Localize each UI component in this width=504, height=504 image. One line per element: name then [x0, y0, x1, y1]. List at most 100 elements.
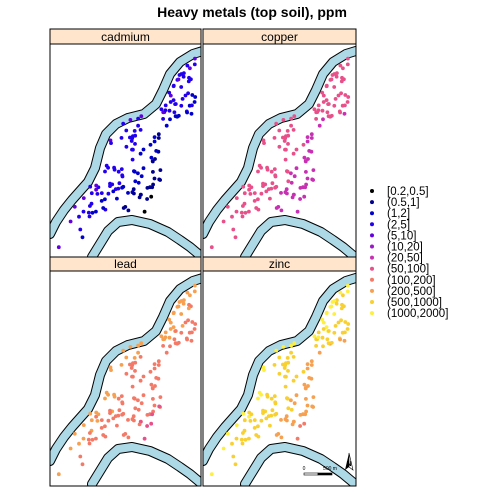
sample-point [103, 396, 107, 401]
sample-point [94, 183, 99, 188]
sample-point [121, 184, 126, 189]
scale-bar: 0 500 m [303, 466, 337, 476]
sample-point [284, 374, 288, 379]
sample-point [302, 155, 307, 160]
sample-point [88, 411, 93, 416]
sample-point [266, 414, 271, 418]
legend-key [370, 222, 374, 227]
sample-point [345, 62, 350, 67]
sample-point [168, 100, 173, 104]
sample-point [133, 360, 138, 365]
sample-points [209, 56, 351, 250]
legend-label: (10,20] [387, 242, 423, 254]
sample-point [231, 454, 236, 459]
sample-point [179, 72, 184, 76]
sample-point [156, 132, 161, 137]
sample-point [230, 214, 234, 219]
sample-point [88, 204, 92, 208]
sample-point [343, 320, 348, 324]
sample-point [183, 320, 188, 325]
sample-point [138, 151, 143, 156]
sample-point [269, 169, 274, 174]
sample-point [320, 317, 325, 322]
sample-point [81, 423, 86, 427]
sample-point [121, 348, 126, 353]
sample-point [56, 472, 61, 477]
sample-point [127, 135, 132, 140]
legend-key [370, 255, 374, 260]
sample-point [329, 77, 334, 82]
sample-point [279, 418, 283, 422]
sample-point [99, 199, 104, 203]
sample-point [168, 344, 172, 349]
sample-point [193, 322, 198, 326]
legend-label: (200,500] [387, 286, 436, 298]
sample-point [336, 93, 341, 98]
sample-point [188, 293, 192, 298]
sample-point [192, 289, 197, 294]
sample-point [289, 123, 293, 128]
sample-point [131, 147, 135, 152]
sample-point [266, 187, 271, 192]
sample-point [309, 132, 314, 137]
sample-point [181, 301, 186, 306]
sample-point [150, 185, 155, 190]
panel-frame [49, 270, 202, 487]
sample-point [163, 103, 168, 108]
sample-point [342, 338, 347, 343]
sample-point [298, 197, 302, 201]
sample-point [305, 403, 310, 408]
strip-label-copper: copper [261, 30, 298, 44]
sample-point [298, 424, 302, 428]
sample-point [259, 418, 264, 423]
legend-label: (1000,2000] [387, 308, 448, 320]
sample-point [285, 129, 290, 133]
river [50, 273, 201, 486]
sample-point [292, 174, 297, 179]
sample-point [189, 111, 194, 116]
sample-point [290, 195, 295, 200]
sample-point [126, 418, 130, 422]
sample-point [119, 167, 124, 172]
sample-point [121, 121, 126, 126]
sample-point [239, 210, 244, 215]
sample-point [285, 356, 290, 360]
sample-point [141, 147, 146, 152]
sample-point [72, 204, 77, 209]
sample-point [77, 214, 81, 219]
sample-point [248, 419, 253, 423]
sample-point [306, 384, 310, 388]
sample-point [176, 304, 181, 309]
sample-point [173, 102, 178, 106]
sample-point [317, 123, 322, 128]
sample-point [273, 401, 278, 406]
sample-point [95, 419, 100, 423]
sample-point [221, 219, 226, 224]
sample-point [281, 345, 286, 349]
sample-point [117, 408, 122, 413]
sample-point [172, 337, 177, 342]
sample-point [339, 306, 344, 311]
sample-point [139, 174, 144, 179]
legend-key [370, 233, 374, 238]
sample-point [168, 117, 172, 122]
sample-point [241, 431, 245, 435]
sample-point [240, 214, 245, 219]
sample-point [126, 208, 131, 213]
sample-point [282, 139, 287, 143]
sample-point [259, 392, 263, 397]
sample-point [291, 127, 296, 132]
sample-point [311, 395, 316, 399]
sample-point [167, 108, 172, 113]
sample-point [186, 306, 191, 311]
sample-point [233, 462, 238, 467]
sample-point [113, 414, 118, 418]
sample-point [316, 103, 321, 108]
sample-point [159, 334, 164, 339]
sample-point [339, 91, 343, 96]
sample-point [126, 191, 130, 195]
sample-point [242, 191, 247, 196]
sample-point [121, 433, 126, 437]
sample-point [99, 191, 104, 196]
